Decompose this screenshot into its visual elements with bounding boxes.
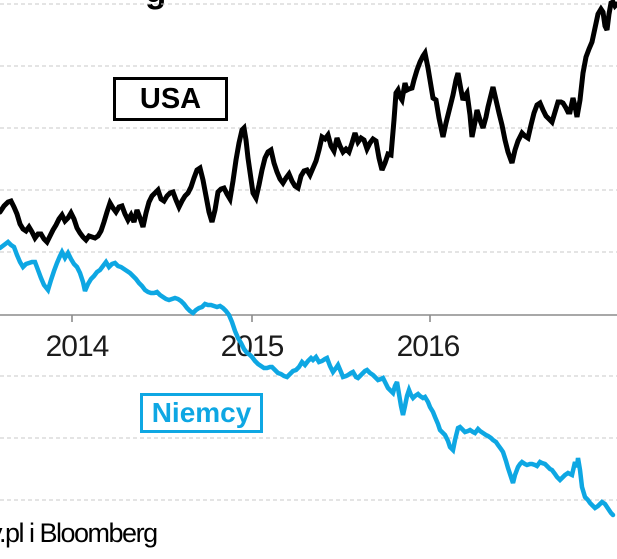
series-label-box-niemcy: Niemcy xyxy=(140,393,263,433)
x-axis-label-2014: 2014 xyxy=(45,330,110,363)
source-attribution: y.pl i Bloomberg xyxy=(0,518,158,548)
title-fragment: g xyxy=(145,0,166,11)
series-label-usa: USA xyxy=(139,82,202,115)
x-axis-label-2016: 2016 xyxy=(396,330,461,363)
series-label-niemcy: Niemcy xyxy=(151,397,252,428)
series-label-box-usa: USA xyxy=(113,77,228,121)
